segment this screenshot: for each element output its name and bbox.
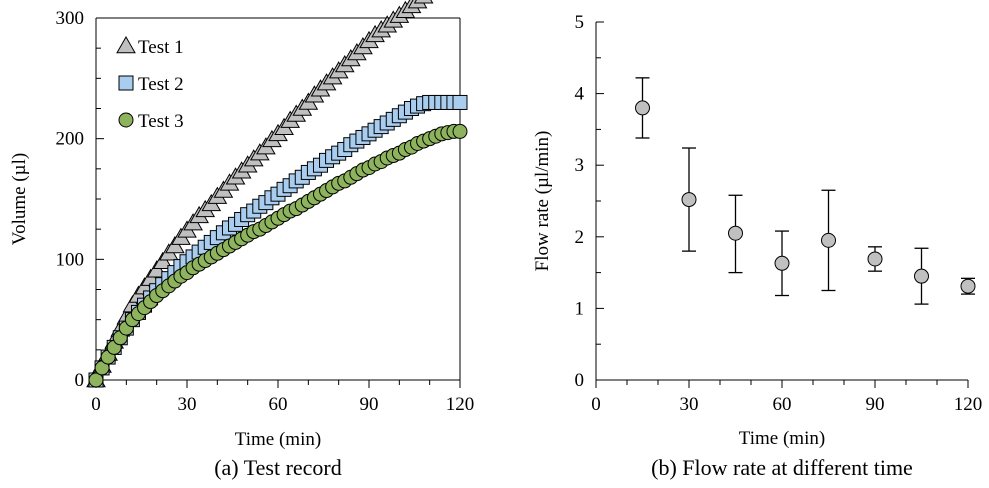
chart-b-point (635, 100, 650, 116)
chart-a-y-tick-label: 0 (75, 370, 85, 391)
chart-a-caption: (a) Test record (214, 455, 342, 480)
chart-a-ticks: 0 30 60 90 120 0 100 200 300 (56, 8, 475, 415)
chart-a-x-tick-label: 0 (91, 394, 101, 415)
chart-b-y-tick-label: 3 (575, 155, 585, 176)
chart-b-point (821, 232, 836, 248)
chart-b-point (867, 251, 883, 267)
chart-a-point (452, 94, 468, 110)
chart-a-point (146, 260, 167, 278)
chart-b-y-tick-label: 4 (575, 84, 585, 105)
chart-a-legend-marker (116, 35, 136, 54)
chart-b-ticks: 0 30 60 90 120 0 1 2 3 4 5 (575, 12, 983, 415)
chart-b-caption: (b) Flow rate at different time (651, 455, 913, 480)
chart-a-legend-label: Test 3 (138, 111, 184, 132)
chart-b-x-tick-label: 90 (866, 394, 885, 415)
chart-b-series (635, 77, 976, 305)
chart-a-point (152, 251, 173, 269)
chart-a-point (452, 123, 468, 139)
chart-b-point (681, 192, 697, 208)
chart-b-y-tick-label: 0 (575, 370, 585, 391)
chart-a-y-title: Volume (µl) (9, 153, 30, 245)
chart-a-point (165, 236, 185, 254)
chart-b-point (774, 255, 790, 271)
chart-a-legend-marker (118, 112, 134, 128)
chart-b-point (960, 278, 976, 294)
chart-a-series (86, 0, 468, 388)
chart-a-legend: Test 1 Test 2 Test 3 (116, 35, 184, 132)
chart-b-y-tick-label: 1 (575, 298, 585, 319)
chart-a-x-tick-label: 90 (360, 394, 379, 415)
chart-a-y-tick-label: 300 (56, 8, 85, 29)
chart-a-y-tick-label: 200 (56, 129, 85, 150)
chart-b-x-tick-label: 60 (773, 394, 792, 415)
chart-b-x-tick-label: 0 (591, 394, 601, 415)
chart-a-x-tick-label: 30 (178, 394, 197, 415)
chart-a-point (413, 0, 434, 4)
chart-a-x-tick-label: 60 (269, 394, 288, 415)
chart-b-x-title: Time (min) (739, 428, 825, 449)
chart-b-point (914, 268, 929, 284)
chart-a-point (88, 372, 104, 388)
chart-flow-rate: 0 30 60 90 120 0 1 2 3 4 5 Time (min) Flow rate (µ… (532, 12, 982, 480)
chart-a-x-title: Time (min) (235, 429, 321, 450)
chart-b-x-tick-label: 30 (680, 394, 699, 415)
chart-a-legend-label: Test 2 (138, 74, 184, 95)
chart-a-series-2 (88, 123, 468, 388)
chart-a-legend-marker (118, 75, 134, 91)
chart-b-y-tick-label: 5 (575, 12, 585, 33)
chart-a-x-tick-label: 120 (446, 394, 475, 415)
chart-b-y-tick-label: 2 (575, 227, 585, 248)
chart-b-y-title: Flow rate (µl/min) (532, 131, 553, 272)
chart-a-y-tick-label: 100 (56, 249, 85, 270)
chart-b-x-tick-label: 120 (954, 394, 983, 415)
chart-a-legend-label: Test 1 (138, 37, 184, 58)
chart-a-series-0 (86, 0, 434, 388)
chart-b-point (728, 225, 743, 241)
